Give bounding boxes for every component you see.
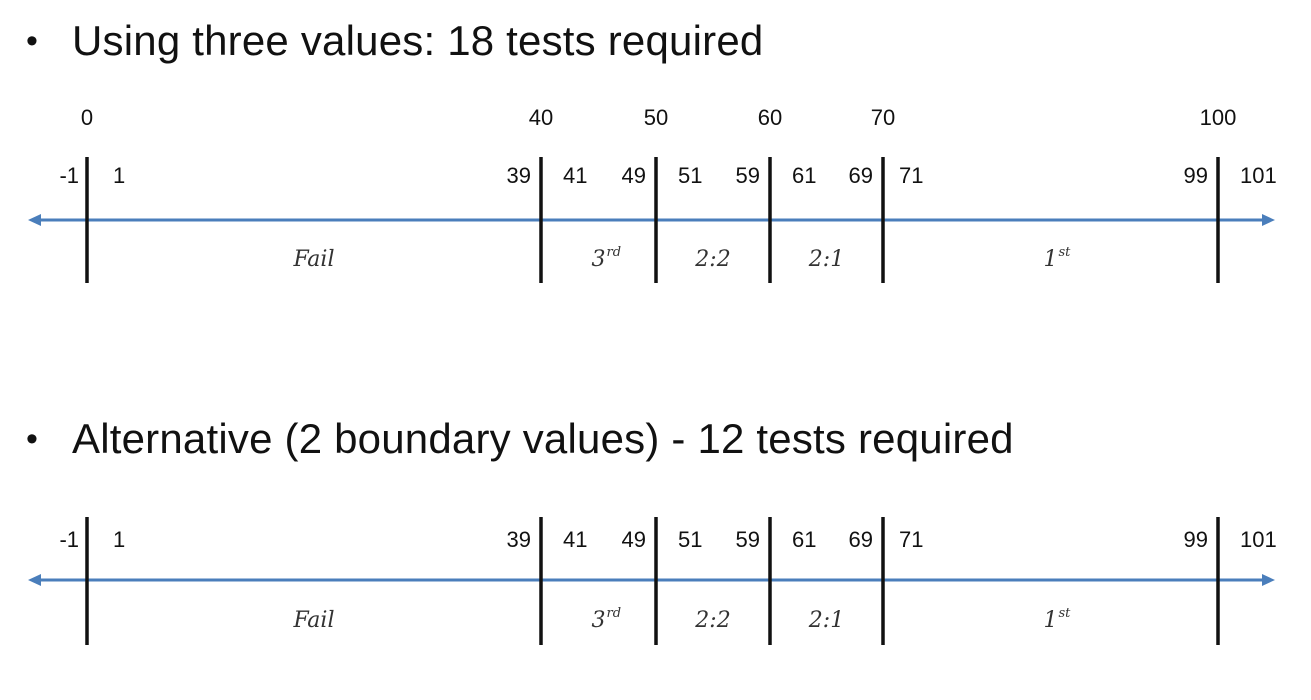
test-value-label: 51 bbox=[678, 527, 702, 552]
heading-text: Using three values: 18 tests required bbox=[72, 17, 764, 64]
test-value-label: 41 bbox=[563, 527, 587, 552]
test-value-label: -1 bbox=[59, 163, 79, 188]
region-label-text: 2:1 bbox=[808, 247, 844, 272]
test-value-label: 101 bbox=[1240, 527, 1277, 552]
test-value-label: 99 bbox=[1184, 163, 1208, 188]
boundary-label: 70 bbox=[871, 105, 895, 130]
test-value-label: 101 bbox=[1240, 163, 1277, 188]
test-value-label: 71 bbox=[899, 527, 923, 552]
region-label-text: 1 bbox=[1044, 247, 1058, 272]
region-label-text: 1 bbox=[1044, 608, 1058, 633]
axis-arrow-right bbox=[1262, 574, 1275, 586]
region-label-superscript: st bbox=[1059, 606, 1072, 621]
test-value-label: 71 bbox=[899, 163, 923, 188]
bullet-marker: • bbox=[26, 22, 38, 60]
region-label-text: 3 bbox=[592, 247, 606, 272]
test-value-label: 61 bbox=[792, 527, 816, 552]
test-value-label: 1 bbox=[113, 527, 125, 552]
region-label-text: Fail bbox=[293, 247, 335, 272]
region-label-superscript: st bbox=[1059, 245, 1072, 260]
region-label-superscript: rd bbox=[607, 606, 622, 621]
test-value-label: 39 bbox=[507, 527, 531, 552]
axis-arrow-right bbox=[1262, 214, 1275, 226]
heading-three-values: • Using three values: 18 tests required bbox=[26, 20, 763, 62]
test-value-label: 69 bbox=[849, 527, 873, 552]
test-value-label: 61 bbox=[792, 163, 816, 188]
number-line-three-values: 0 40 50 60 70 100 -1 1 39 41 49 51 59 61 69 71 99 101 Fail… bbox=[28, 105, 1277, 283]
region-label: 2:1 bbox=[808, 247, 844, 272]
test-value-label: 49 bbox=[622, 527, 646, 552]
boundary-label: 0 bbox=[81, 105, 93, 130]
region-label-text: 2:1 bbox=[808, 608, 844, 633]
boundary-label: 100 bbox=[1200, 105, 1237, 130]
region-label: Fail bbox=[293, 608, 335, 633]
heading-alternative: • Alternative (2 boundary values) - 12 t… bbox=[26, 418, 1014, 460]
test-value-label: 39 bbox=[507, 163, 531, 188]
region-label-text: 2:2 bbox=[694, 247, 730, 272]
region-label: 2:1 bbox=[808, 608, 844, 633]
bullet-marker: • bbox=[26, 420, 38, 458]
axis-arrow-left bbox=[28, 214, 41, 226]
axis-arrow-left bbox=[28, 574, 41, 586]
region-label-text: Fail bbox=[293, 608, 335, 633]
test-value-label: 59 bbox=[736, 163, 760, 188]
test-value-label: 51 bbox=[678, 163, 702, 188]
boundary-label: 40 bbox=[529, 105, 553, 130]
test-value-label: -1 bbox=[59, 527, 79, 552]
region-label-text: 2:2 bbox=[694, 608, 730, 633]
test-value-label: 1 bbox=[113, 163, 125, 188]
test-value-label: 59 bbox=[736, 527, 760, 552]
boundary-label: 60 bbox=[758, 105, 782, 130]
test-value-label: 99 bbox=[1184, 527, 1208, 552]
test-value-label: 69 bbox=[849, 163, 873, 188]
region-label: 2:2 bbox=[694, 247, 730, 272]
test-value-label: 49 bbox=[622, 163, 646, 188]
heading-text: Alternative (2 boundary values) - 12 tes… bbox=[72, 415, 1014, 462]
region-label-text: 3 bbox=[592, 608, 606, 633]
region-label: Fail bbox=[293, 247, 335, 272]
test-value-label: 41 bbox=[563, 163, 587, 188]
region-label-superscript: rd bbox=[607, 245, 622, 260]
region-label: 2:2 bbox=[694, 608, 730, 633]
boundary-label: 50 bbox=[644, 105, 668, 130]
